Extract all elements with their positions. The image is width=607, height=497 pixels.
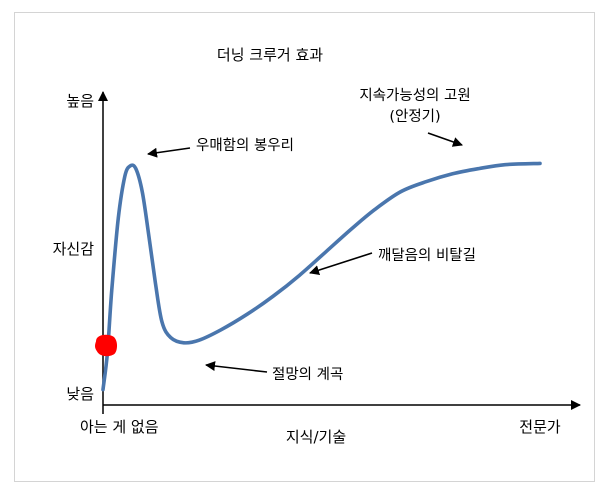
x-axis-label: 지식/기술 (286, 428, 346, 446)
chart-frame (14, 12, 595, 482)
x-tick-start: 아는 게 없음 (80, 418, 159, 436)
slope-annotation-arrow (309, 252, 373, 275)
peak-annotation-arrow (147, 147, 191, 158)
plateau-annotation-label: 지속가능성의 고원 (359, 87, 470, 104)
plateau-annotation-arrow (427, 132, 463, 147)
valley-annotation-arrow (205, 361, 268, 373)
y-tick-high: 높음 (66, 92, 94, 110)
x-tick-end: 전문가 (519, 418, 561, 436)
confidence-curve-line (101, 161, 542, 392)
peak-annotation-label: 우매함의 봉우리 (196, 137, 294, 154)
plateau-annotation-sublabel: (안정기) (389, 108, 440, 125)
y-axis-label: 자신감 (53, 240, 95, 258)
valley-annotation-label: 절망의 계곡 (272, 366, 343, 383)
red-blob-marker (95, 334, 118, 357)
chart-title: 더닝 크루거 효과 (217, 46, 323, 64)
y-tick-low: 낮음 (66, 385, 94, 403)
slope-annotation-label: 깨달음의 비탈길 (378, 247, 476, 264)
